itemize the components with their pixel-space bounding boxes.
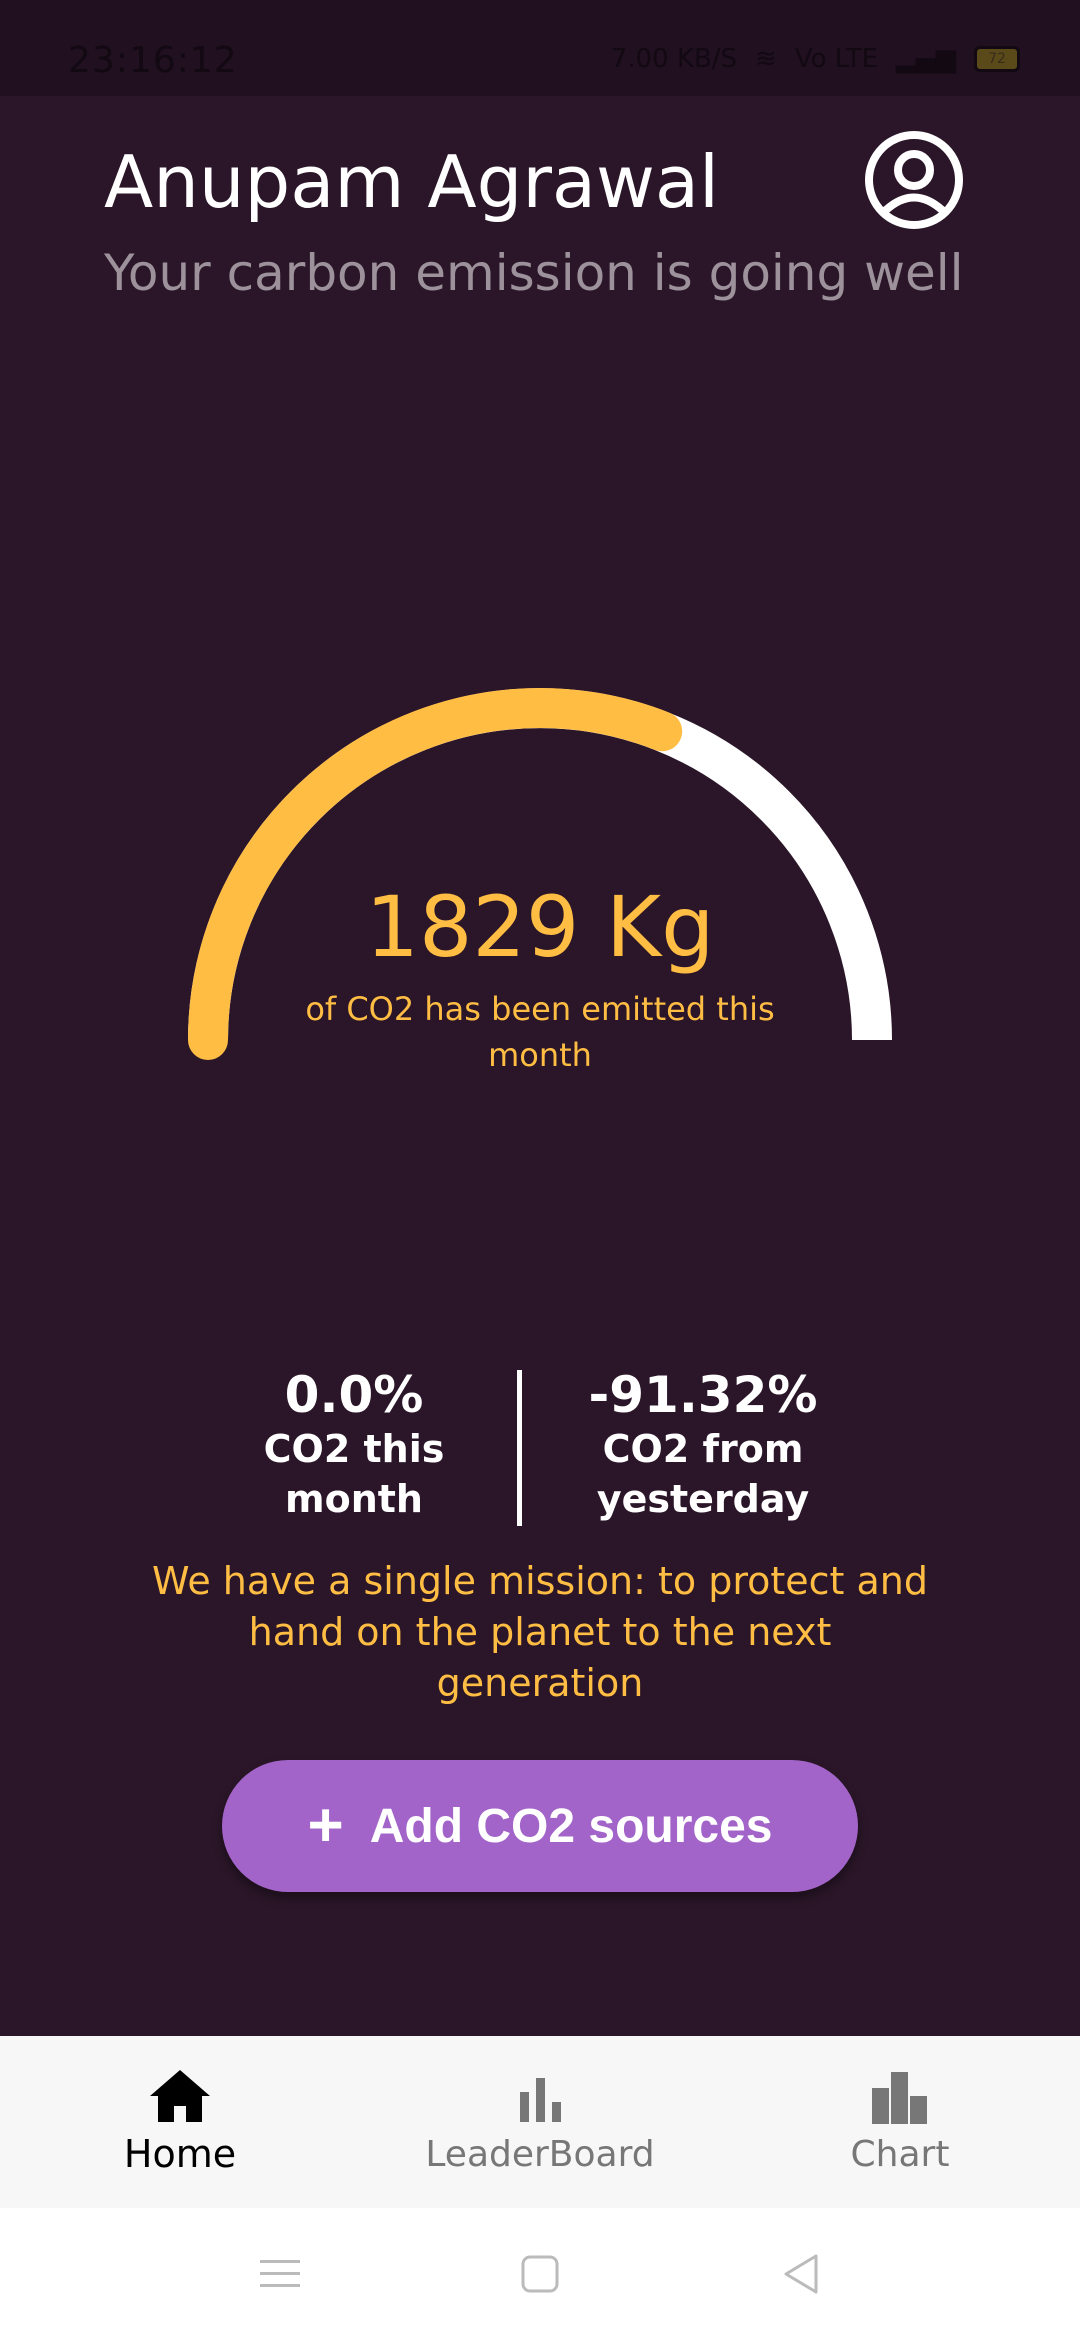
- plus-icon: +: [307, 1791, 344, 1860]
- nav-leaderboard[interactable]: LeaderBoard: [360, 2036, 720, 2208]
- back-triangle-icon[interactable]: [770, 2244, 830, 2304]
- stats-divider: [517, 1370, 522, 1526]
- wifi-icon: ≋: [755, 44, 777, 74]
- emission-caption: of CO2 has been emitted this month: [305, 990, 775, 1074]
- nav-chart[interactable]: Chart: [720, 2036, 1080, 2208]
- network-type: Vo LTE: [794, 44, 878, 74]
- network-speed: 7.00 KB/S: [610, 44, 738, 74]
- page-subtitle: Your carbon emission is going well: [104, 244, 964, 302]
- mission-text: We have a single mission: to protect and…: [151, 1559, 929, 1705]
- chart-icon: [872, 2071, 927, 2124]
- home-square-icon[interactable]: [510, 2244, 570, 2304]
- page-title: Anupam Agrawal: [104, 140, 720, 224]
- add-co2-sources-button[interactable]: + Add CO2 sources: [222, 1760, 858, 1892]
- status-time: 23:16:12: [68, 40, 238, 81]
- status-icons: 7.00 KB/S ≋ Vo LTE ▂▄▆ 72: [611, 44, 1020, 74]
- battery-icon: 72: [974, 46, 1020, 72]
- emission-value: 1829 Kg: [365, 878, 715, 976]
- stat-label: CO2 from yesterday: [596, 1427, 810, 1521]
- nav-home-label: Home: [123, 2132, 237, 2176]
- signal-icon: ▂▄▆: [896, 44, 956, 74]
- system-nav-bar: [0, 2208, 1080, 2340]
- nav-home[interactable]: Home: [0, 2036, 360, 2208]
- leaderboard-icon: [520, 2077, 561, 2122]
- stat-from-yesterday: -91.32% CO2 from yesterday: [573, 1366, 833, 1524]
- menu-icon[interactable]: [250, 2244, 310, 2304]
- nav-leaderboard-label: LeaderBoard: [425, 2133, 655, 2175]
- home-icon: [150, 2070, 210, 2122]
- stat-label: CO2 this month: [263, 1427, 445, 1521]
- nav-chart-label: Chart: [850, 2133, 950, 2175]
- account-circle-icon[interactable]: [864, 130, 964, 230]
- add-button-label: Add CO2 sources: [369, 1799, 773, 1853]
- bottom-nav: Home LeaderBoard Chart: [0, 2036, 1080, 2208]
- stat-value: 0.0%: [284, 1366, 424, 1424]
- status-bar: 23:16:12 7.00 KB/S ≋ Vo LTE ▂▄▆ 72: [0, 0, 1080, 96]
- stat-this-month: 0.0% CO2 this month: [224, 1366, 484, 1524]
- stat-value: -91.32%: [588, 1366, 818, 1424]
